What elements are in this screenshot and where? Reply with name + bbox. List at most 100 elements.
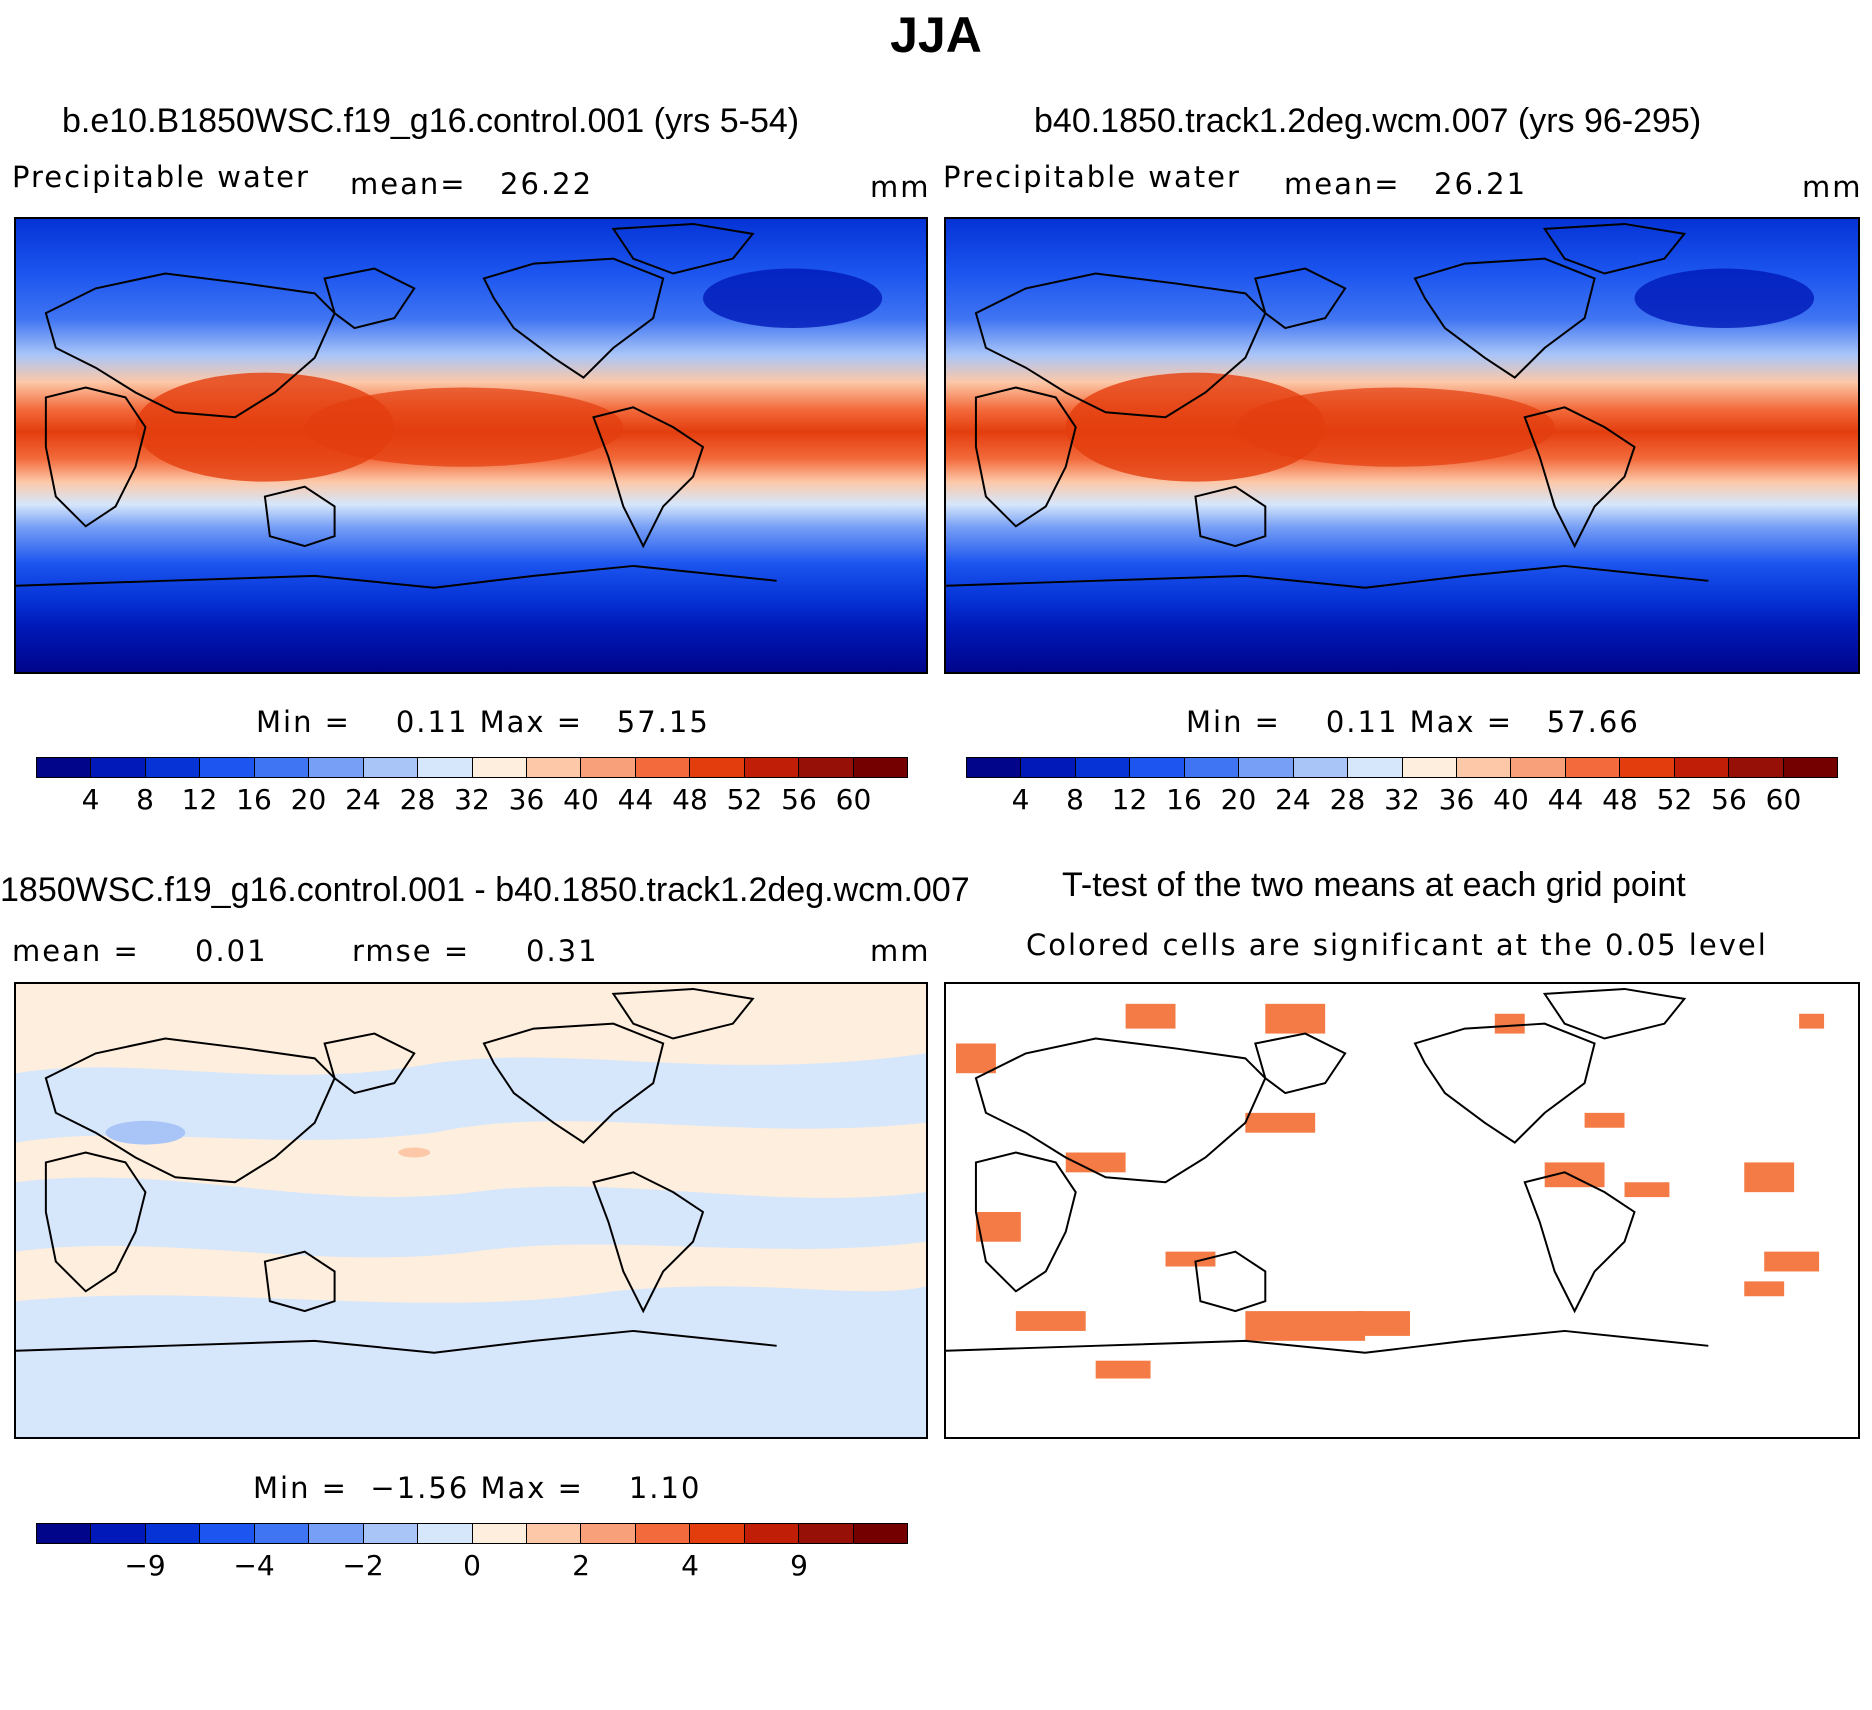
colorbar-tick-label: 12 [181, 783, 218, 816]
colorbar-tick-label: 12 [1111, 783, 1148, 816]
colorbar-segment [690, 1524, 745, 1543]
colorbar-segment [1075, 758, 1131, 777]
colorbar-segment [91, 758, 146, 777]
units-label: mm [870, 934, 931, 968]
colorbar-tick-label: 20 [290, 783, 327, 816]
colorbar-tick-label: −9 [124, 1549, 166, 1582]
significant-cell-patch [1494, 1013, 1525, 1034]
colorbar-tick-label: 32 [454, 783, 490, 816]
colorbar-tick-label: −2 [342, 1549, 384, 1582]
colorbar-segment [1783, 758, 1837, 777]
variable-label: Precipitable water [12, 160, 310, 194]
significant-cell-patch [1764, 1251, 1820, 1272]
colorbar-tick-label: 4 [681, 1549, 699, 1582]
colorbar-tick-label: 56 [1711, 783, 1747, 816]
significant-cell-patch [1165, 1251, 1216, 1267]
colorbar-tick-label: 44 [617, 783, 654, 816]
colorbar-segment [37, 1524, 92, 1543]
colorbar-tick-label: 60 [835, 783, 872, 816]
colorbar-tick-label: −4 [233, 1549, 275, 1582]
mean-label: mean= [350, 167, 467, 201]
panel-title: 1850WSC.f19_g16.control.001 - b40.1850.t… [0, 871, 970, 909]
mean-value: 26.21 [1434, 167, 1528, 201]
colorbar-tick-label: 28 [399, 783, 436, 816]
colorbar-segment [635, 1524, 691, 1543]
colorbar-segment [91, 1524, 146, 1543]
significant-cell-patch [1065, 1152, 1126, 1173]
colorbar-segment [1729, 758, 1784, 777]
significant-cell-patch [1355, 1311, 1410, 1336]
colorbar-tick-label: 0 [463, 1549, 481, 1582]
colorbar-segment [200, 1524, 255, 1543]
colorbar-tick-label: 24 [345, 783, 381, 816]
colorbar-tick-label: 48 [1602, 783, 1638, 816]
colorbar-segment [1239, 758, 1294, 777]
colorbar-ticks: −9 −4 −2 0 2 4 9 [36, 1549, 908, 1583]
colorbar [966, 757, 1838, 778]
colorbar-segment [1511, 758, 1566, 777]
colorbar-tick-label: 36 [1438, 783, 1475, 816]
colorbar-tick-label: 20 [1220, 783, 1257, 816]
colorbar-segment [526, 758, 582, 777]
colorbar-segment [853, 758, 907, 777]
colorbar-segment [1021, 758, 1076, 777]
colorbar-segment [1674, 758, 1730, 777]
units-label: mm [870, 170, 931, 204]
significant-cell-patch [1245, 1112, 1316, 1133]
precipitable-water-map [944, 217, 1860, 674]
significant-cell-patch [1015, 1311, 1086, 1331]
rmse-value: 0.31 [526, 934, 599, 968]
panel-title: b.e10.B1850WSC.f19_g16.control.001 (yrs … [62, 102, 800, 140]
min-max-stats: Min = 0.11 Max = 57.66 [1186, 705, 1640, 739]
colorbar-segment [690, 758, 745, 777]
colorbar-tick-label: 60 [1765, 783, 1802, 816]
colorbar-segment [363, 1524, 419, 1543]
variable-label: Precipitable water [943, 160, 1241, 194]
colorbar-tick-label: 40 [1493, 783, 1529, 816]
colorbar [36, 757, 908, 778]
colorbar-tick-label: 52 [726, 783, 763, 816]
colorbar-tick-label: 24 [1275, 783, 1311, 816]
colorbar-segment [1402, 758, 1457, 777]
colorbar-tick-label: 16 [1166, 783, 1202, 816]
panel-title: b40.1850.track1.2deg.wcm.007 (yrs 96-295… [1034, 102, 1702, 140]
colorbar-segment [799, 758, 854, 777]
colorbar-segment [200, 758, 255, 777]
significant-cell-patch [955, 1043, 996, 1074]
mean-value: 26.22 [500, 167, 594, 201]
colorbar-segment [472, 1524, 527, 1543]
colorbar-segment [418, 758, 473, 777]
significant-cell-patch [975, 1211, 1021, 1242]
significant-cell-patch [1125, 1003, 1176, 1029]
colorbar-segment [1565, 758, 1621, 777]
colorbar-tick-label: 8 [1066, 783, 1084, 816]
colorbar-tick-label: 52 [1656, 783, 1693, 816]
colorbar-segment [1456, 758, 1512, 777]
colorbar-segment [581, 758, 636, 777]
precipitable-water-map [14, 217, 928, 674]
colorbar-segment [1130, 758, 1185, 777]
colorbar-segment [309, 758, 364, 777]
colorbar-segment [1184, 758, 1240, 777]
colorbar-tick-label: 8 [136, 783, 154, 816]
colorbar-tick-label: 36 [508, 783, 545, 816]
colorbar-segment [472, 758, 527, 777]
significant-cell-patch [1584, 1112, 1625, 1128]
colorbar-tick-label: 4 [1011, 783, 1030, 816]
colorbar-segment [799, 1524, 854, 1543]
colorbar-segment [309, 1524, 364, 1543]
min-max-stats: Min = −1.56 Max = 1.10 [253, 1471, 702, 1505]
significant-cell-patch [1265, 1003, 1326, 1034]
colorbar-tick-label: 40 [563, 783, 599, 816]
colorbar-tick-label: 16 [236, 783, 272, 816]
colorbar-segment [254, 758, 310, 777]
colorbar-tick-label: 4 [81, 783, 100, 816]
colorbar-segment [145, 758, 201, 777]
colorbar-tick-label: 48 [672, 783, 708, 816]
colorbar-segment [1293, 758, 1349, 777]
colorbar-segment [145, 1524, 201, 1543]
panel-title: T-test of the two means at each grid poi… [1062, 866, 1686, 904]
significant-cell-patch [1744, 1162, 1795, 1193]
colorbar-segment [744, 758, 800, 777]
colorbar-segment [363, 758, 419, 777]
